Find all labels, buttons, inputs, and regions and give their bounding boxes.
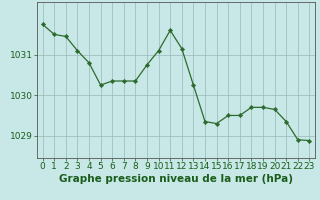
X-axis label: Graphe pression niveau de la mer (hPa): Graphe pression niveau de la mer (hPa) — [59, 174, 293, 184]
